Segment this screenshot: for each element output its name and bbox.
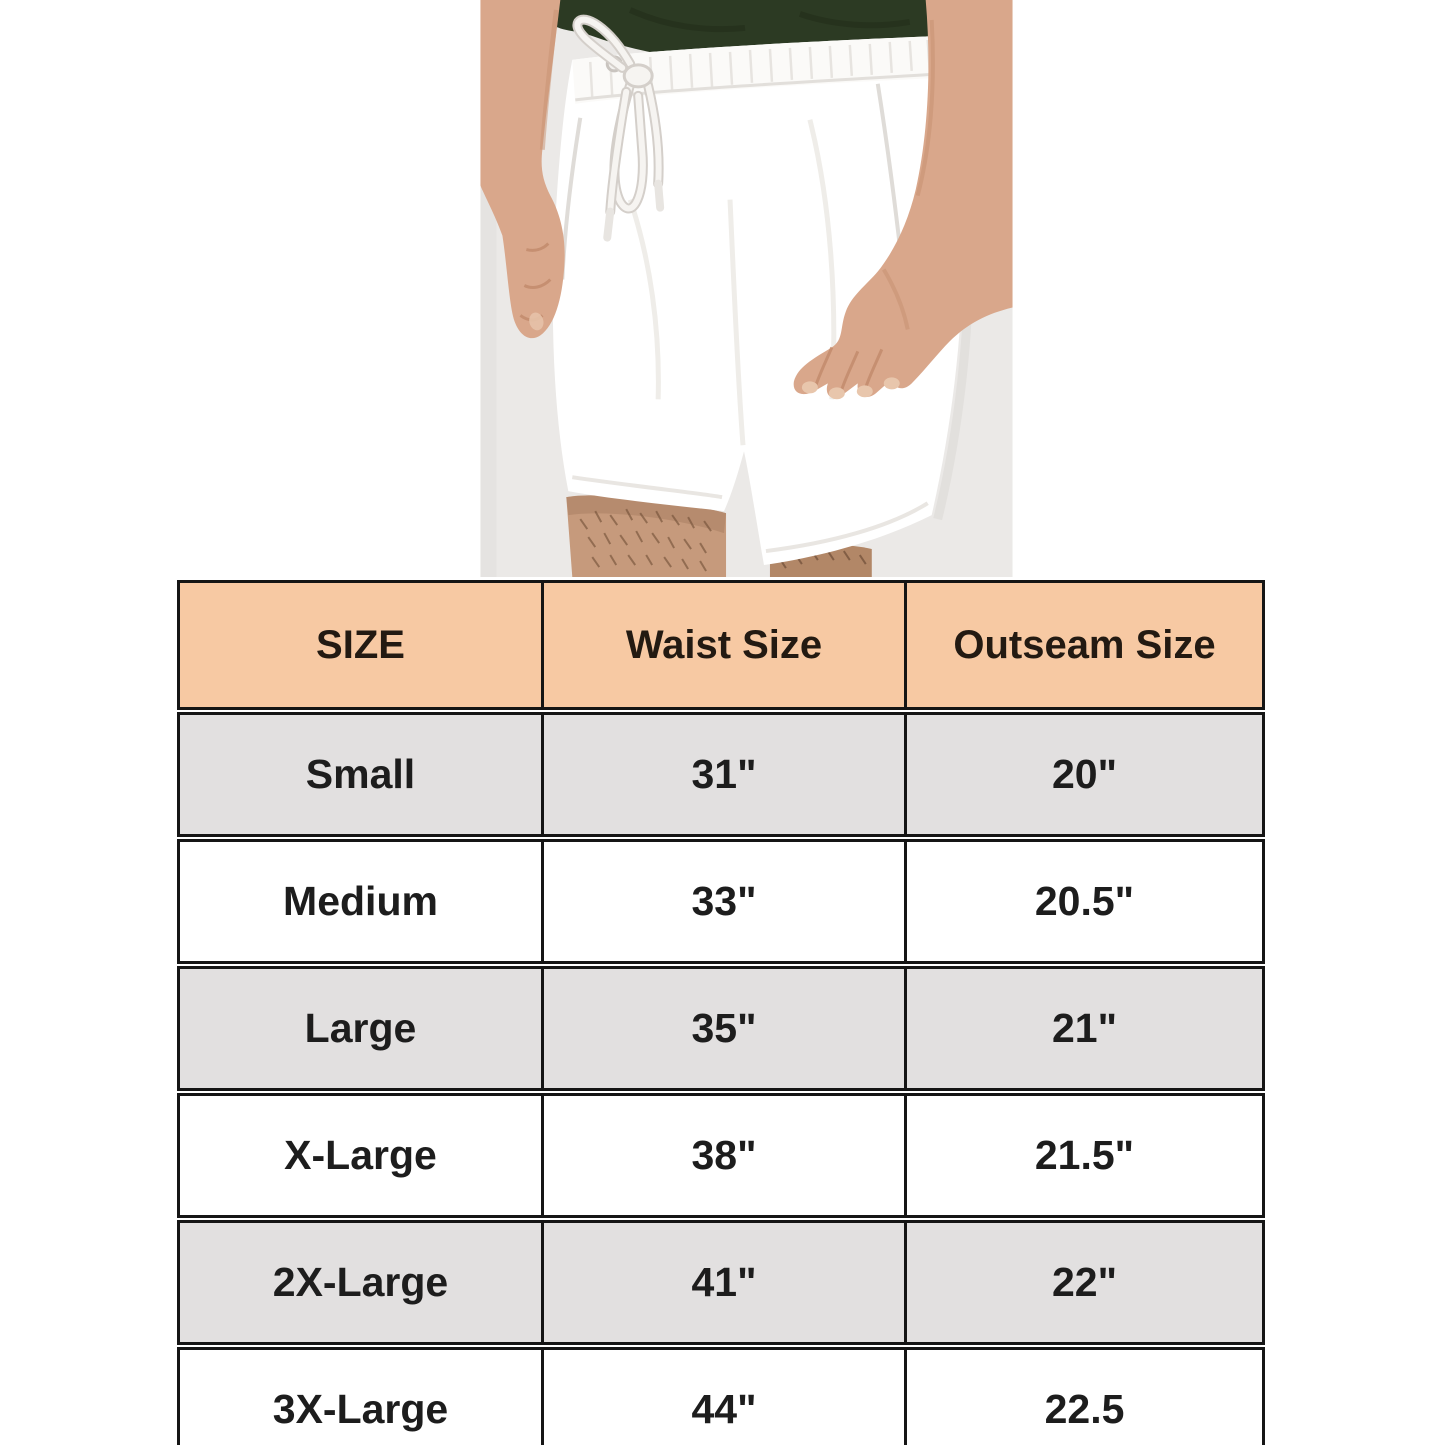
outseam-value: 21.5" bbox=[1034, 1132, 1135, 1178]
size-chart-header-row: SIZE Waist Size Outseam Size bbox=[177, 580, 1265, 710]
product-photo bbox=[480, 0, 1013, 577]
left-leg-hair bbox=[579, 508, 712, 572]
size-label: Medium bbox=[180, 842, 544, 961]
left-thumb-nail bbox=[529, 312, 544, 331]
table-row-small: Small 31" 20" bbox=[177, 712, 1265, 837]
table-row-medium: Medium 33" 20.5" bbox=[177, 839, 1265, 964]
table-row-3x-large: 3X-Large 44" 22.5 bbox=[177, 1347, 1265, 1445]
waist-value: 35" bbox=[544, 969, 907, 1088]
table-row-2x-large: 2X-Large 41" 22" bbox=[177, 1220, 1265, 1345]
outseam-value: 21" bbox=[1051, 1005, 1118, 1051]
right-hand-finger-lines bbox=[814, 346, 884, 390]
outseam-value: 22" bbox=[1051, 1259, 1118, 1305]
waist-value: 38" bbox=[544, 1096, 907, 1215]
drawstring-knot bbox=[622, 63, 654, 89]
right-arm bbox=[793, 0, 1013, 398]
column-header-outseam-size: Outseam Size bbox=[953, 622, 1216, 667]
column-header-waist-size: Waist Size bbox=[544, 583, 907, 707]
size-label: 3X-Large bbox=[180, 1350, 544, 1445]
drawstring bbox=[572, 14, 665, 242]
fingernail bbox=[856, 385, 873, 398]
model-illustration bbox=[480, 0, 1013, 577]
left-arm-shading bbox=[539, 9, 559, 150]
shorts-hem-stitch bbox=[572, 475, 929, 554]
fingernail bbox=[801, 381, 818, 394]
fingernail bbox=[883, 377, 900, 390]
waist-value: 44" bbox=[544, 1350, 907, 1445]
size-label: 2X-Large bbox=[180, 1223, 544, 1342]
table-row-x-large: X-Large 38" 21.5" bbox=[177, 1093, 1265, 1218]
outseam-value: 20" bbox=[1051, 751, 1118, 797]
waist-value: 31" bbox=[544, 715, 907, 834]
size-label: Large bbox=[180, 969, 544, 1088]
size-label: Small bbox=[180, 715, 544, 834]
waist-value: 33" bbox=[544, 842, 907, 961]
size-label: X-Large bbox=[180, 1096, 544, 1215]
tshirt-folds bbox=[628, 7, 911, 33]
waistband-stitch bbox=[575, 72, 939, 102]
waist-value: 41" bbox=[544, 1223, 907, 1342]
table-row-large: Large 35" 21" bbox=[177, 966, 1265, 1091]
column-header-size: SIZE bbox=[180, 583, 544, 707]
outseam-value: 20.5" bbox=[1034, 878, 1135, 924]
left-arm bbox=[480, 0, 565, 339]
waistband bbox=[572, 35, 940, 104]
right-arm-shading bbox=[882, 19, 935, 330]
fingernail bbox=[828, 387, 845, 400]
outseam-value: 22.5 bbox=[1044, 1386, 1125, 1432]
size-chart-table: SIZE Waist Size Outseam Size Small 31" 2… bbox=[177, 580, 1265, 1445]
